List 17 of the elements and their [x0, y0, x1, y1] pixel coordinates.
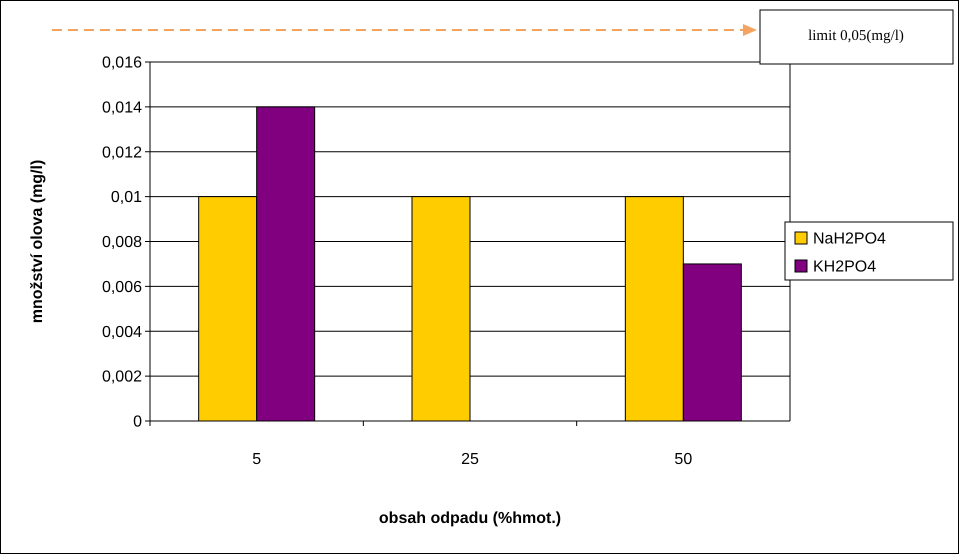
y-axis-title: množství olova (mg/l) [29, 160, 46, 324]
x-tick-label: 25 [461, 451, 479, 468]
y-tick-label: 0,01 [110, 189, 142, 206]
y-tick-label: 0,014 [102, 99, 142, 116]
x-tick-label: 50 [674, 451, 692, 468]
y-tick-label: 0,008 [102, 234, 142, 252]
legend-label: KH2PO4 [813, 258, 876, 276]
x-tick-label: 5 [252, 451, 262, 468]
x-axis-title: obsah odpadu (%hmot.) [378, 510, 562, 527]
y-tick-label: 0,004 [102, 324, 142, 341]
text: limit 0,05(mg/l) [808, 28, 904, 44]
y-tick-label: 0,016 [102, 54, 142, 72]
y-tick-label: 0,006 [102, 278, 142, 296]
legend-label: NaH2PO4 [813, 230, 886, 248]
y-tick-label: 0 [133, 414, 142, 431]
y-tick-label: 0,002 [102, 368, 142, 386]
y-tick-label: 0,012 [102, 144, 142, 162]
